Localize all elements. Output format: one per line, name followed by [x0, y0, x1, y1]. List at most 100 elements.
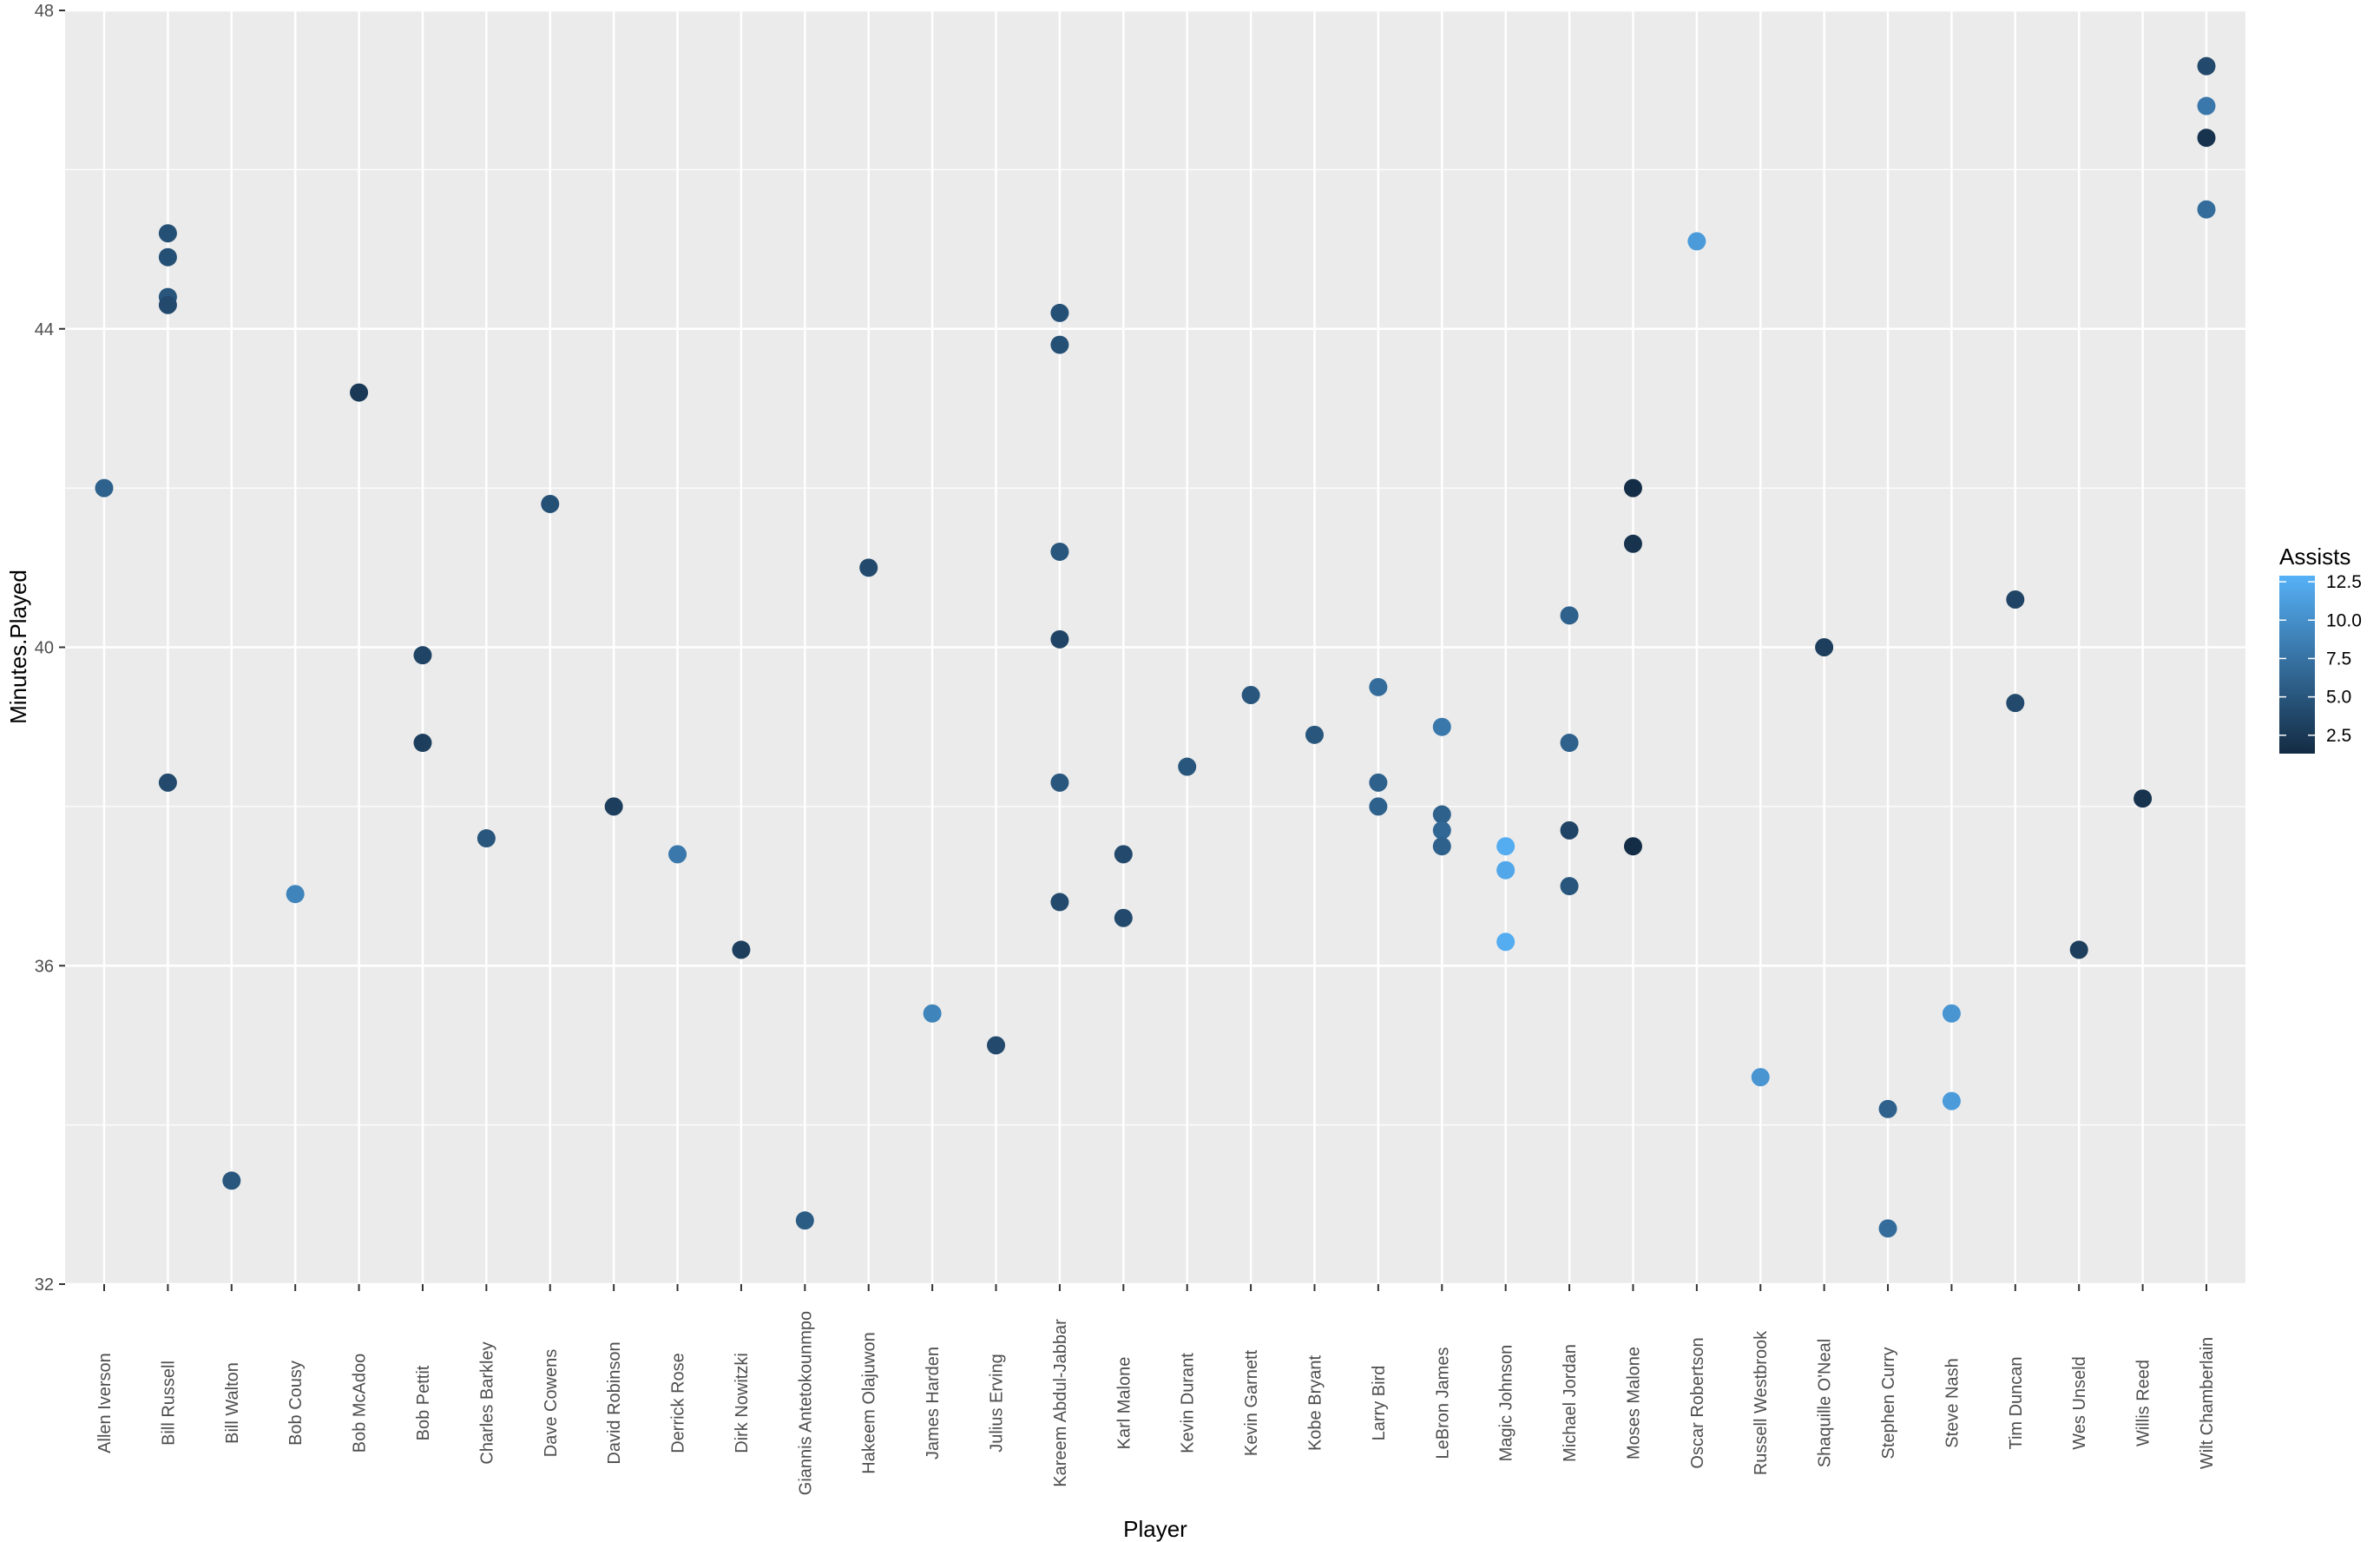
data-point [1369, 797, 1388, 816]
data-point [732, 940, 751, 959]
data-point [795, 1211, 814, 1230]
data-point [2197, 128, 2216, 148]
data-point [668, 845, 687, 864]
y-axis-title: Minutes.Played [5, 570, 31, 724]
x-axis-title: Player [1123, 1516, 1187, 1542]
legend-title: Assists [2279, 544, 2350, 570]
data-point [222, 1171, 241, 1190]
x-tick-label: Bill Walton [223, 1362, 242, 1444]
legend-tick-label: 7.5 [2326, 649, 2351, 669]
data-point [1623, 534, 1642, 553]
data-point [1178, 757, 1197, 776]
legend-tick-label: 12.5 [2326, 572, 2362, 592]
data-point [1432, 820, 1451, 840]
data-point [477, 829, 496, 848]
data-point [2197, 200, 2216, 219]
data-point [1878, 1219, 1897, 1238]
x-tick-label: Oscar Robertson [1688, 1337, 1707, 1468]
x-tick-label: Larry Bird [1370, 1366, 1389, 1441]
data-point [413, 734, 432, 753]
x-tick-label: Steve Nash [1943, 1358, 1962, 1447]
y-tick-label: 40 [35, 639, 54, 658]
data-point [1560, 606, 1579, 625]
x-tick-label: Willis Reed [2134, 1360, 2153, 1446]
legend: Assists 2.5 5.0 7.5 10.0 12.5 [2279, 544, 2362, 754]
x-tick-label: Russell Westbrook [1752, 1330, 1771, 1475]
x-tick-label: Derrick Rose [669, 1353, 688, 1453]
data-point [987, 1036, 1006, 1055]
x-tick-label: Wilt Chamberlain [2198, 1337, 2217, 1469]
data-point [1050, 542, 1069, 561]
y-tick-label: 44 [35, 320, 54, 339]
legend-tick-label: 10.0 [2326, 610, 2362, 630]
data-point [158, 247, 177, 267]
x-tick-label: Tim Duncan [2007, 1356, 2026, 1449]
data-point [1751, 1068, 1770, 1087]
data-point [1623, 837, 1642, 856]
points [95, 56, 2216, 1238]
legend-tick-label: 5.0 [2326, 688, 2351, 708]
data-point [286, 885, 305, 904]
x-tick-label: Moses Malone [1624, 1347, 1643, 1460]
data-point [1241, 686, 1260, 705]
data-point [1560, 734, 1579, 753]
x-tick-label: David Robinson [605, 1341, 624, 1464]
x-tick-label: James Harden [924, 1347, 943, 1460]
y-tick-label: 32 [35, 1275, 54, 1295]
data-point [1432, 717, 1451, 736]
data-point [1432, 837, 1451, 856]
data-point [1687, 232, 1706, 251]
data-point [95, 478, 114, 498]
x-tick-label: Bob Cousy [286, 1361, 306, 1446]
x-tick-label: Wes Unseld [2070, 1356, 2089, 1449]
y-axis: 32 36 40 44 48 [35, 2, 65, 1295]
legend-tick-label: 2.5 [2326, 726, 2351, 746]
x-tick-label: Julius Erving [988, 1354, 1007, 1452]
data-point [1496, 860, 1515, 880]
data-point [2133, 789, 2153, 808]
data-point [158, 224, 177, 243]
y-tick-label: 48 [35, 2, 54, 21]
data-point [1050, 773, 1069, 792]
data-point [1369, 773, 1388, 792]
data-point [859, 558, 878, 577]
x-tick-label: Kareem Abdul-Jabbar [1051, 1319, 1070, 1487]
x-tick-label: Kevin Garnett [1242, 1349, 1261, 1456]
data-point [604, 797, 623, 816]
x-tick-label: Hakeem Olajuwon [860, 1332, 879, 1473]
data-point [158, 295, 177, 314]
data-point [1114, 908, 1133, 927]
x-tick-label: Dirk Nowitzki [733, 1353, 752, 1453]
data-point [1305, 725, 1324, 744]
x-tick-label: Bob Pettit [414, 1365, 433, 1440]
data-point [1114, 845, 1133, 864]
data-point [1560, 820, 1579, 840]
x-tick-label: LeBron James [1433, 1348, 1452, 1460]
data-point [1560, 877, 1579, 896]
data-point [1050, 303, 1069, 322]
data-point [1623, 478, 1642, 498]
x-tick-label: Kevin Durant [1179, 1353, 1198, 1453]
data-point [2197, 56, 2216, 76]
x-tick-label: Allen Iverson [95, 1353, 115, 1453]
data-point [413, 646, 432, 665]
x-tick-label: Kobe Bryant [1305, 1355, 1325, 1452]
legend-colorbar [2279, 576, 2315, 754]
x-tick-label: Charles Barkley [477, 1341, 496, 1464]
x-tick-label: Bob McAdoo [351, 1354, 370, 1453]
data-point [1050, 893, 1069, 912]
y-tick-label: 36 [35, 957, 54, 976]
x-tick-label: Shaquille O'Neal [1816, 1339, 1835, 1467]
data-point [1050, 629, 1069, 649]
data-point [541, 494, 560, 513]
data-point [923, 1004, 942, 1023]
x-tick-label: Giannis Antetokounmpo [796, 1311, 815, 1495]
data-point [1496, 932, 1515, 952]
data-point [1942, 1091, 1961, 1110]
x-tick-label: Magic Johnson [1497, 1345, 1516, 1462]
data-point [1815, 638, 1834, 656]
data-point [1050, 335, 1069, 354]
data-point [2006, 694, 2025, 713]
data-point [1942, 1004, 1961, 1023]
x-tick-label: Bill Russell [159, 1361, 178, 1446]
